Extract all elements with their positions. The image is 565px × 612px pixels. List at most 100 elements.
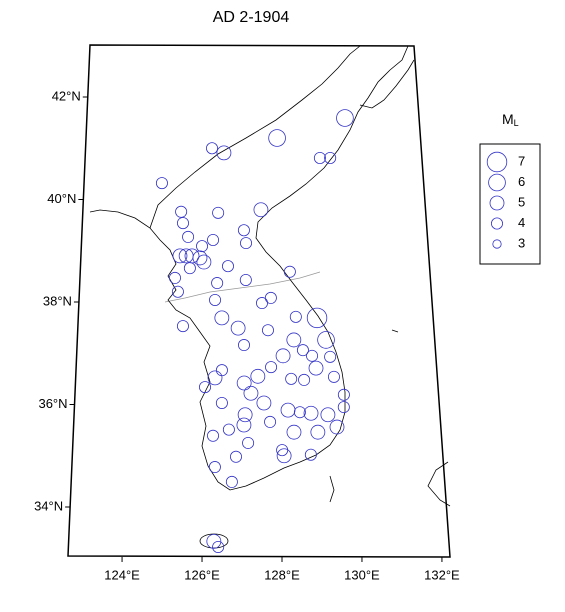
legend-title-sub: L	[514, 118, 519, 128]
earthquake	[268, 129, 286, 147]
earthquake	[229, 450, 242, 463]
earthquake	[175, 205, 188, 218]
earthquake	[320, 407, 336, 423]
earthquake	[285, 372, 298, 385]
earthquake	[306, 349, 319, 362]
earthquake	[337, 401, 350, 414]
earthquake	[324, 151, 337, 164]
map-frame	[67, 44, 451, 558]
earthquake	[240, 237, 253, 250]
earthquake	[324, 350, 337, 363]
earthquake	[313, 151, 326, 164]
earthquake	[253, 202, 269, 218]
earthquake	[237, 407, 253, 423]
earthquake	[336, 109, 354, 127]
earthquake	[264, 415, 277, 428]
earthquake	[196, 254, 212, 270]
earthquake	[236, 375, 252, 391]
earthquake	[199, 381, 212, 394]
earthquake	[206, 142, 219, 155]
earthquake	[303, 405, 319, 421]
earthquake	[304, 448, 317, 461]
earthquake	[168, 271, 181, 284]
earthquake	[337, 388, 350, 401]
earthquake	[230, 320, 246, 336]
earthquake	[239, 273, 252, 286]
earthquake	[222, 423, 235, 436]
earthquake	[212, 540, 225, 553]
y-tick-label: 34°N	[34, 498, 63, 513]
y-tick-label: 40°N	[47, 191, 76, 206]
earthquake	[280, 402, 296, 418]
legend-box	[479, 143, 541, 265]
map-title: AD 2-1904	[213, 9, 290, 26]
earthquake	[176, 217, 189, 230]
earthquake	[207, 370, 223, 386]
x-tick-label: 128°E	[264, 567, 300, 582]
earthquake	[212, 206, 225, 219]
earthquake	[306, 307, 328, 329]
x-tick-label: 130°E	[344, 567, 380, 582]
earthquake	[225, 475, 238, 488]
earthquake	[237, 339, 250, 352]
earthquake	[207, 429, 220, 442]
x-tick-label: 126°E	[184, 567, 220, 582]
earthquake	[250, 368, 266, 384]
y-tick-label: 36°N	[38, 396, 67, 411]
earthquake	[256, 395, 272, 411]
x-tick-label: 132°E	[424, 567, 460, 582]
earthquake	[293, 406, 306, 419]
earthquake	[209, 293, 222, 306]
y-tick-label: 42°N	[52, 88, 81, 103]
legend-title: ML	[502, 111, 519, 129]
earthquake	[171, 285, 184, 298]
earthquake	[275, 348, 291, 364]
earthquake	[286, 424, 302, 440]
earthquake	[178, 248, 194, 264]
earthquake	[276, 444, 289, 457]
earthquake	[255, 297, 268, 310]
russia-coast	[359, 59, 415, 109]
earthquake	[308, 360, 324, 376]
earthquake	[276, 448, 292, 464]
earthquake	[327, 370, 340, 383]
y-tick-label: 38°N	[43, 293, 72, 308]
legend-label: 4	[518, 215, 525, 230]
earthquake	[196, 240, 209, 253]
legend-label: 7	[518, 153, 525, 168]
earthquake	[206, 533, 222, 549]
earthquake	[216, 145, 232, 161]
earthquake	[289, 310, 302, 323]
earthquake	[265, 361, 278, 374]
earthquake	[215, 364, 228, 377]
earthquake	[208, 461, 221, 474]
earthquake	[261, 324, 274, 337]
earthquake	[155, 177, 168, 190]
legend-symbol	[486, 151, 508, 173]
coastline	[89, 45, 409, 491]
legend-label: 5	[518, 194, 525, 209]
earthquake	[183, 262, 196, 275]
earthquake	[286, 332, 302, 348]
earthquake	[283, 265, 296, 278]
x-tick-label: 124°E	[104, 567, 140, 582]
earthquake	[298, 373, 311, 386]
earthquake	[214, 310, 230, 326]
earthquake	[221, 260, 234, 273]
earthquake	[310, 424, 326, 440]
earthquake	[172, 248, 188, 264]
china-border	[149, 45, 361, 229]
earthquake	[242, 436, 255, 449]
legend-label: 6	[518, 174, 525, 189]
earthquake	[237, 224, 250, 237]
legend-symbol	[490, 217, 503, 230]
earthquake	[317, 331, 335, 349]
earthquake	[243, 385, 259, 401]
legend-label: 3	[518, 235, 525, 250]
earthquake	[215, 396, 228, 409]
japan-coast	[329, 329, 451, 507]
earthquake	[211, 277, 224, 290]
earthquake	[207, 233, 220, 246]
earthquake	[329, 419, 345, 435]
